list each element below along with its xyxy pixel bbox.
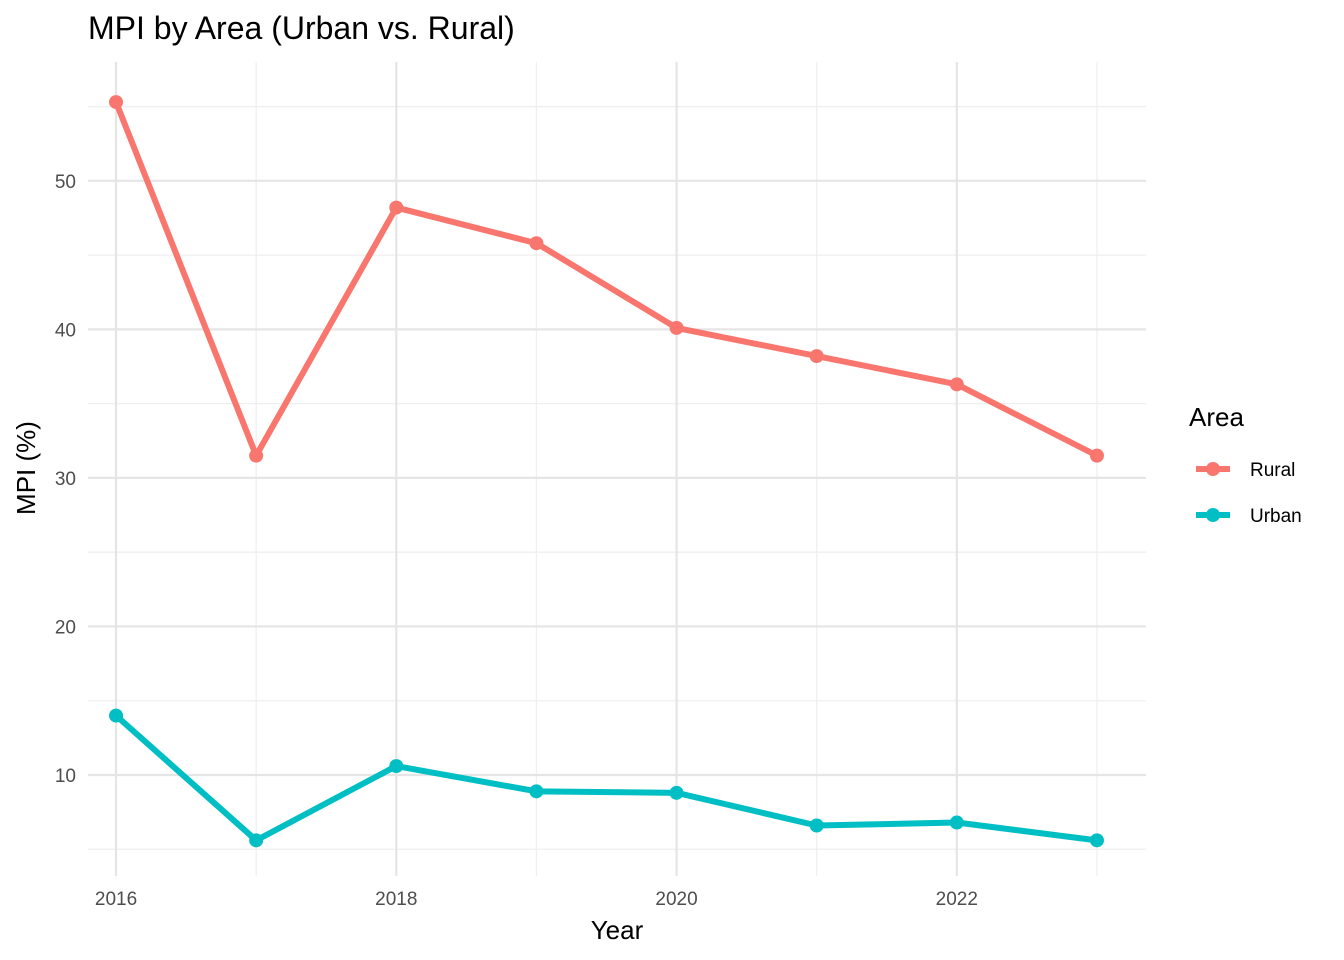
minor-gridlines (88, 62, 1146, 876)
y-axis-ticks: 10 20 30 40 50 (55, 172, 76, 787)
y-tick-label: 40 (55, 320, 76, 341)
data-point-rural (809, 349, 824, 364)
data-point-urban (949, 815, 964, 830)
series-lines (113, 101, 1099, 844)
y-tick-label: 20 (55, 617, 76, 638)
data-point-rural (949, 377, 964, 392)
data-point-urban (1089, 833, 1104, 848)
legend-title: Area (1189, 402, 1244, 432)
x-axis-ticks: 2016 2018 2020 2022 (95, 889, 978, 910)
series-line-urban (114, 713, 1098, 844)
data-point-urban (529, 784, 544, 799)
legend-key-point-rural (1206, 462, 1220, 476)
series-points (109, 95, 1104, 848)
legend: Area Rural Urban (1189, 402, 1302, 527)
data-point-rural (669, 320, 684, 335)
legend-label-rural: Rural (1250, 460, 1295, 481)
x-tick-label: 2022 (936, 889, 978, 910)
data-point-urban (669, 785, 684, 800)
data-point-rural (389, 200, 404, 215)
x-tick-label: 2018 (375, 889, 417, 910)
data-point-urban (389, 759, 404, 774)
y-tick-label: 50 (55, 172, 76, 193)
data-point-rural (249, 448, 264, 463)
data-point-rural (109, 95, 124, 110)
series-line-rural (113, 101, 1099, 459)
y-axis-title: MPI (%) (11, 421, 41, 515)
y-tick-label: 30 (55, 469, 76, 490)
x-axis-title: Year (591, 915, 644, 945)
x-tick-label: 2020 (655, 889, 697, 910)
chart-title: MPI by Area (Urban vs. Rural) (88, 10, 515, 46)
data-point-rural (1089, 448, 1104, 463)
data-point-urban (109, 708, 124, 723)
data-point-rural (529, 236, 544, 251)
major-gridlines (88, 62, 1146, 876)
data-point-urban (249, 833, 264, 848)
legend-label-urban: Urban (1250, 506, 1302, 527)
y-tick-label: 10 (55, 766, 76, 787)
legend-key-point-urban (1206, 508, 1220, 522)
x-tick-label: 2016 (95, 889, 137, 910)
data-point-urban (809, 818, 824, 833)
